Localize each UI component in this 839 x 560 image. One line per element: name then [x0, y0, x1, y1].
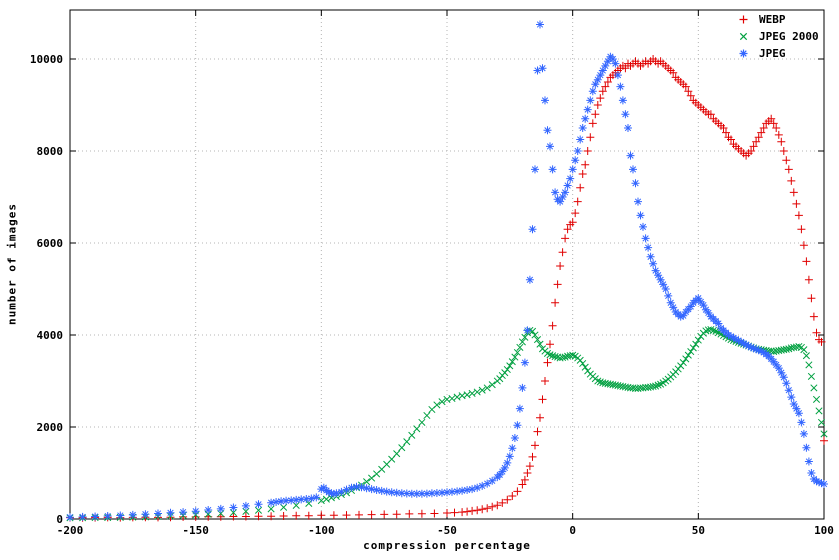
x-axis-title: compression percentage [363, 539, 531, 552]
series-jpeg [66, 20, 828, 522]
legend-item-jpeg-2000: JPEG 2000 [737, 30, 819, 43]
legend-label-webp: WEBP [759, 13, 786, 26]
x-tick-label: 0 [569, 524, 576, 537]
legend-item-webp: WEBP [737, 13, 819, 26]
legend-label-jpeg-2000: JPEG 2000 [759, 30, 819, 43]
y-tick-label: 0 [56, 513, 63, 526]
y-axis-title: number of images [5, 203, 19, 325]
legend-item-jpeg: JPEG [737, 47, 819, 60]
series-jpeg-2000 [66, 325, 828, 522]
x-tick-label: -150 [182, 524, 209, 537]
y-tick-label: 10000 [30, 53, 63, 66]
x-tick-label: 100 [814, 524, 834, 537]
legend: WEBP JPEG 2000 JPEG [737, 13, 819, 60]
legend-label-jpeg: JPEG [759, 47, 786, 60]
y-tick-label: 4000 [37, 329, 64, 342]
x-tick-label: -50 [437, 524, 457, 537]
y-tick-label: 8000 [37, 145, 64, 158]
x-tick-label: -200 [57, 524, 84, 537]
y-tick-label: 2000 [37, 421, 64, 434]
x-tick-label: 50 [692, 524, 705, 537]
y-tick-label: 6000 [37, 237, 64, 250]
asterisk-marker-icon [739, 49, 748, 58]
cross-marker-icon [739, 32, 748, 41]
plus-marker-icon [739, 15, 748, 24]
x-tick-label: -100 [308, 524, 335, 537]
series-webp [66, 55, 828, 522]
